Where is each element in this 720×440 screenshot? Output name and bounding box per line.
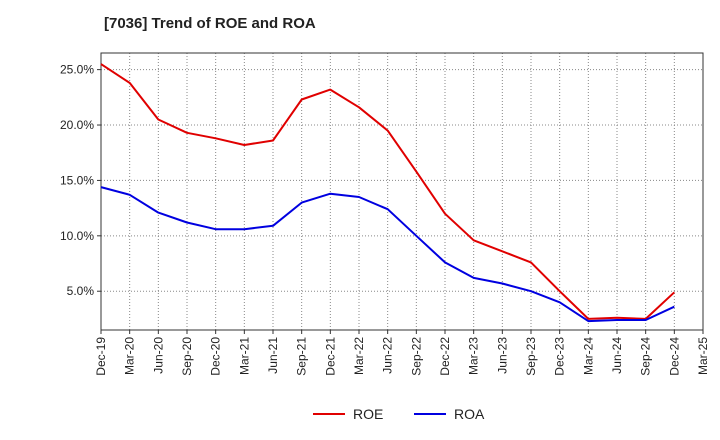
x-tick-label: Dec-24 [667,337,681,376]
series-lines [100,63,675,323]
x-tick-label: Dec-23 [553,337,567,376]
x-tick-label: Sep-21 [295,337,309,376]
x-tick-label: Dec-22 [438,337,452,376]
x-tick-label: Dec-21 [323,337,337,376]
x-tick-label: Jun-20 [151,337,165,374]
x-tick-label: Sep-22 [409,337,423,376]
x-axis-ticks: Dec-19 Mar-20 Jun-20 Sep-20 Dec-20 Mar-21 Jun-… [94,330,710,376]
legend: ROE ROA [313,406,485,422]
x-tick-label: Mar-23 [467,337,481,375]
y-tick-label: 10.0% [60,229,94,243]
x-tick-label: Mar-25 [696,337,710,375]
x-tick-label: Dec-19 [94,337,108,376]
series-line-roe [100,63,675,320]
x-tick-label: Mar-22 [352,337,366,375]
plot-area [100,52,704,331]
x-tick-label: Jun-22 [381,337,395,374]
x-tick-label: Sep-24 [639,337,653,376]
x-tick-label: Sep-20 [180,337,194,376]
y-axis-ticks: 5.0% 10.0% 15.0% 20.0% 25.0% [60,63,101,298]
y-tick-label: 5.0% [67,284,95,298]
grid-lines [101,53,703,330]
x-tick-label: Jun-23 [495,337,509,374]
x-tick-label: Jun-24 [610,337,624,374]
y-tick-label: 15.0% [60,173,94,187]
x-tick-label: Mar-24 [581,337,595,375]
y-tick-label: 25.0% [60,63,94,77]
legend-label-roa: ROA [454,406,485,422]
series-line-roa [100,186,675,323]
x-tick-label: Mar-21 [237,337,251,375]
x-tick-label: Mar-20 [123,337,137,375]
x-tick-label: Dec-20 [209,337,223,376]
y-tick-label: 20.0% [60,118,94,132]
x-tick-label: Sep-23 [524,337,538,376]
chart-title: [7036] Trend of ROE and ROA [104,15,316,32]
x-tick-label: Jun-21 [266,337,280,374]
legend-label-roe: ROE [353,406,383,422]
